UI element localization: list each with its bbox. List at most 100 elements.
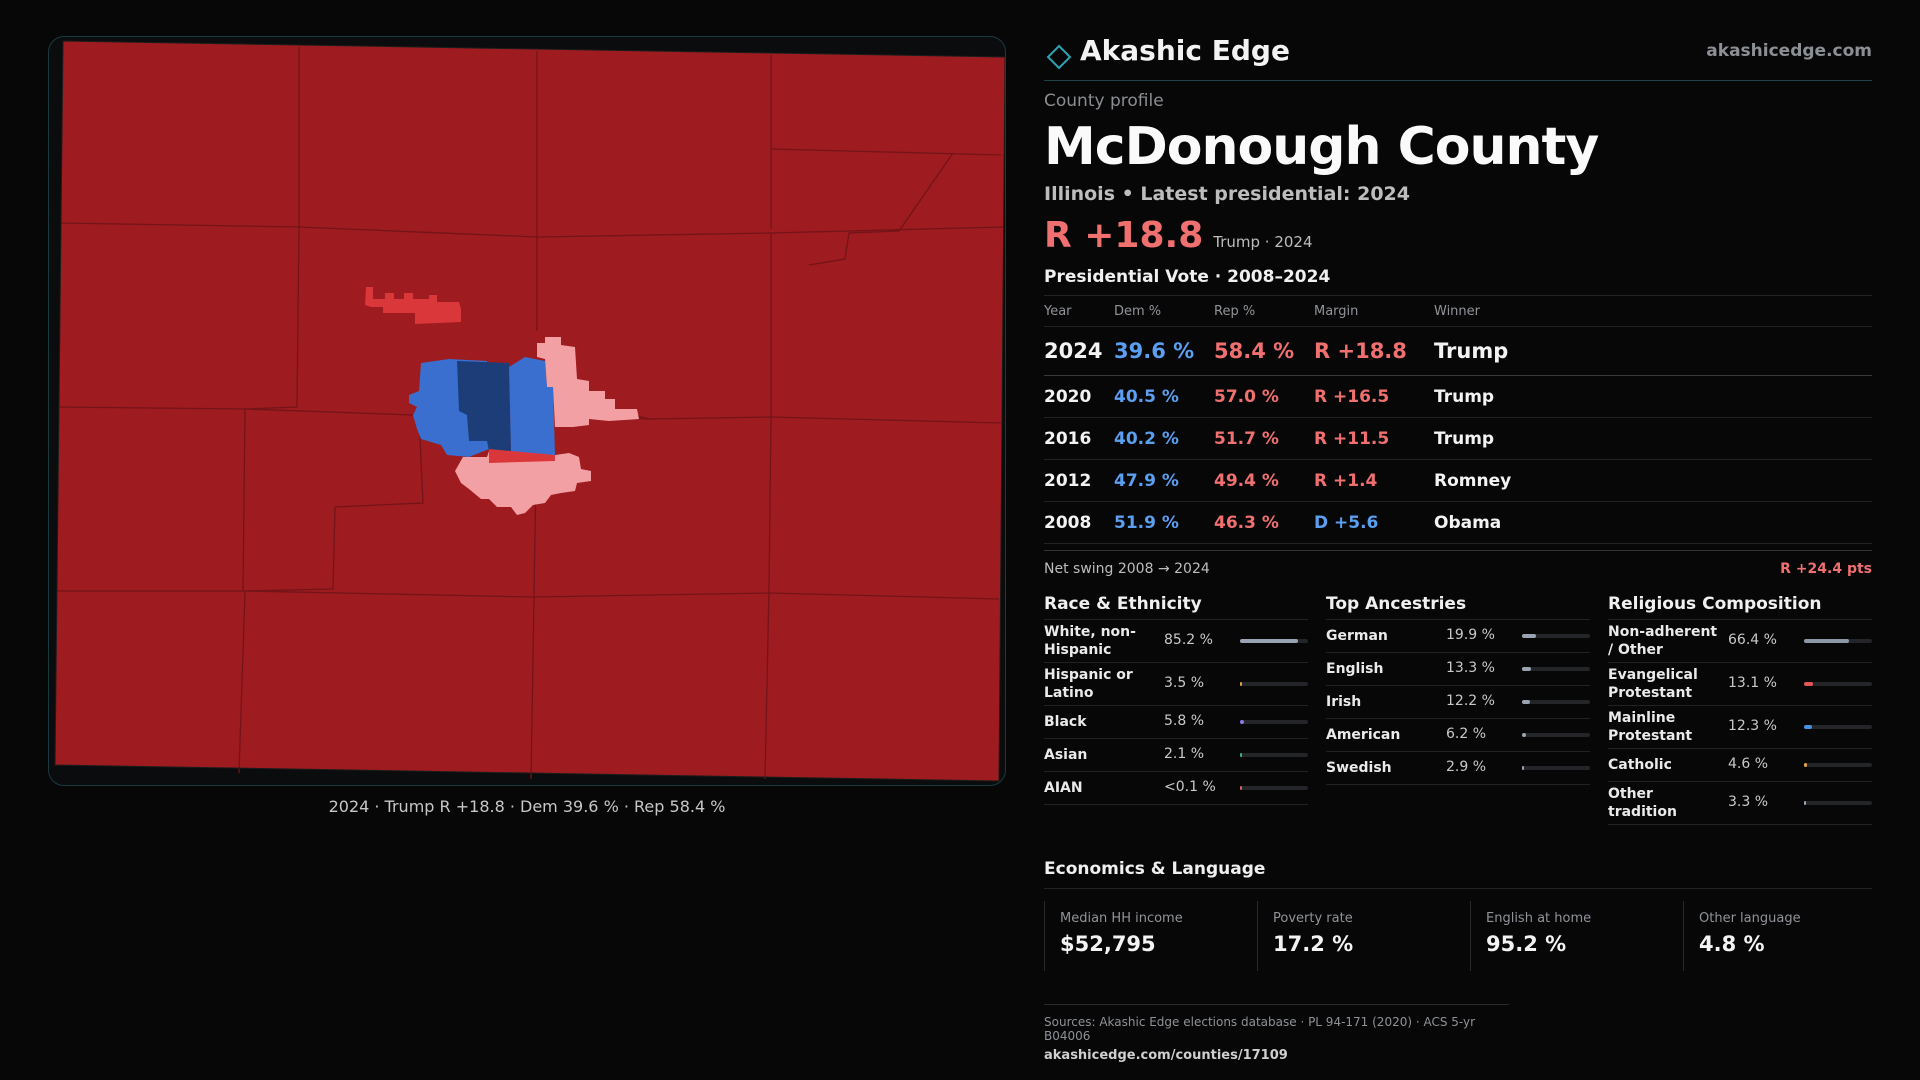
county-profile-panel: Akashic Edge akashicedge.com County prof… [1044,30,1872,1063]
headline-result: R +18.8 Trump · 2024 [1044,215,1872,259]
stat-bar-track [1240,786,1308,790]
dem-cell: 40.5 % [1114,375,1214,418]
stat-label: German [1326,628,1388,644]
stat-label: White, non-Hispanic [1044,624,1136,658]
col-rep: Rep % [1214,296,1314,327]
net-swing: Net swing 2008 → 2024 R +24.4 pts [1044,550,1872,589]
stat-value: 2.1 % [1164,746,1205,762]
stat-label: Catholic [1608,757,1672,773]
sources-footer: Sources: Akashic Edge elections database… [1044,1004,1509,1063]
stat-row: Other tradition 3.3 % [1608,782,1872,825]
dem-cell: 39.6 % [1114,326,1214,376]
stat-bar-track [1804,801,1872,805]
stat-row: Mainline Protestant 12.3 % [1608,706,1872,749]
winner-cell: Romney [1434,459,1872,502]
table-row[interactable]: 2016 40.2 % 51.7 % R +11.5 Trump [1044,417,1872,460]
precinct-south-lightrep [455,451,591,515]
precinct-east-lightrep [537,337,639,427]
stat-label: Evangelical Protestant [1608,667,1698,701]
precinct-south-strip-lightrep [489,449,555,463]
demographics: Race & Ethnicity White, non-Hispanic 85.2… [1044,589,1872,859]
stat-row: AIAN <0.1 % [1044,772,1308,805]
winner-cell: Trump [1434,417,1872,460]
econ-cell-other-language: Other language 4.8 % [1683,901,1896,971]
year-cell: 2024 [1044,326,1114,376]
stat-bar-track [1240,639,1308,643]
ancestry-title: Top Ancestries [1326,589,1590,620]
margin-cell: D +5.6 [1314,501,1434,544]
stat-bar-fill [1240,682,1242,686]
year-cell: 2016 [1044,417,1114,460]
stat-value: 4.6 % [1728,756,1769,772]
headline-margin: R +18.8 [1044,215,1204,256]
stat-row: Hispanic or Latino 3.5 % [1044,663,1308,706]
stat-bar-track [1804,763,1872,767]
stat-value: 12.3 % [1728,718,1777,734]
stat-value: <0.1 % [1164,779,1216,795]
headline-winner: Trump · 2024 [1213,233,1313,251]
stat-label: Asian [1044,747,1088,763]
race-ethnicity-section: Race & Ethnicity White, non-Hispanic 85.2… [1044,589,1308,805]
stat-row: German 19.9 % [1326,620,1590,653]
stat-value: 85.2 % [1164,632,1213,648]
dem-cell: 51.9 % [1114,501,1214,544]
rep-cell: 46.3 % [1214,501,1314,544]
stat-bar-fill [1804,682,1813,686]
stat-label: Other tradition [1608,786,1677,820]
stat-value: 5.8 % [1164,713,1205,729]
stat-row: Irish 12.2 % [1326,686,1590,719]
table-row[interactable]: 2024 39.6 % 58.4 % R +18.8 Trump [1044,326,1872,376]
table-row[interactable]: 2012 47.9 % 49.4 % R +1.4 Romney [1044,459,1872,502]
presidential-vote-table: Year Dem % Rep % Margin Winner 2024 39.6 … [1044,296,1872,544]
table-header-row: Year Dem % Rep % Margin Winner [1044,296,1872,327]
religion-title: Religious Composition [1608,589,1872,620]
stat-label: English [1326,661,1384,677]
econ-label: Poverty rate [1273,911,1353,926]
stat-bar-fill [1522,634,1536,638]
stat-bar-track [1240,682,1308,686]
rep-cell: 49.4 % [1214,459,1314,502]
map-edge [54,40,1005,782]
county-url-link[interactable]: akashicedge.com/counties/17109 [1044,1048,1288,1063]
stat-value: 12.2 % [1446,693,1495,709]
econ-grid: Median HH income $52,795 Poverty rate 17… [1044,901,1872,977]
stat-bar-fill [1804,639,1849,643]
map-caption: 2024 · Trump R +18.8 · Dem 39.6 % · Rep … [328,797,726,816]
precinct-center-dem [509,357,555,457]
stat-value: 19.9 % [1446,627,1495,643]
town-precincts[interactable] [365,287,639,515]
stat-label: Black [1044,714,1087,730]
diamond-outline-icon [1046,44,1072,70]
stat-row: Black 5.8 % [1044,706,1308,739]
profile-label: County profile [1044,91,1164,111]
precinct-map-svg[interactable] [49,37,1006,786]
swing-label: Net swing 2008 → 2024 [1044,561,1210,577]
econ-cell-poverty: Poverty rate 17.2 % [1257,901,1470,971]
col-winner: Winner [1434,296,1872,327]
stat-row: Catholic 4.6 % [1608,749,1872,782]
winner-cell: Trump [1434,326,1872,376]
precinct-boundaries [57,47,1004,780]
brand-name[interactable]: Akashic Edge [1080,34,1290,67]
econ-value: 95.2 % [1486,932,1567,956]
stat-label: Irish [1326,694,1362,710]
stat-row: English 13.3 % [1326,653,1590,686]
stat-value: 13.3 % [1446,660,1495,676]
year-cell: 2020 [1044,375,1114,418]
brand-url[interactable]: akashicedge.com [1706,41,1872,61]
margin-cell: R +1.4 [1314,459,1434,502]
stat-value: 3.3 % [1728,794,1769,810]
stat-row: Asian 2.1 % [1044,739,1308,772]
year-cell: 2012 [1044,459,1114,502]
stat-row: Evangelical Protestant 13.1 % [1608,663,1872,706]
stat-bar-track [1522,700,1590,704]
table-row[interactable]: 2020 40.5 % 57.0 % R +16.5 Trump [1044,375,1872,418]
precinct-center-dark-dem [457,361,511,451]
rep-cell: 57.0 % [1214,375,1314,418]
econ-label: Median HH income [1060,911,1183,926]
table-row[interactable]: 2008 51.9 % 46.3 % D +5.6 Obama [1044,501,1872,544]
econ-label: English at home [1486,911,1592,926]
econ-title: Economics & Language [1044,859,1872,889]
county-map[interactable] [48,36,1006,786]
stat-bar-track [1240,753,1308,757]
